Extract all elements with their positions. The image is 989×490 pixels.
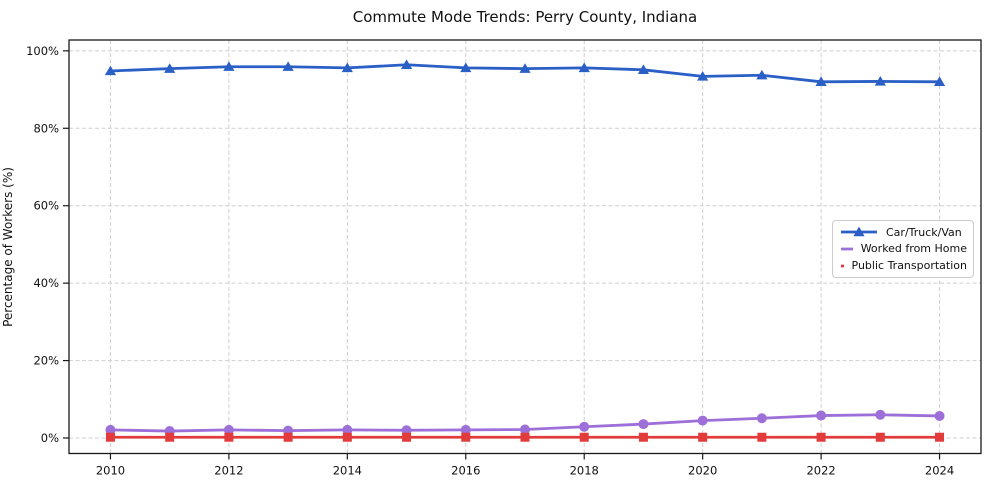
square-marker (816, 432, 826, 442)
circle-marker (638, 419, 649, 430)
chart-title: Commute Mode Trends: Perry County, India… (352, 8, 698, 26)
x-tick-label: 2012 (214, 464, 243, 478)
legend-label: Car/Truck/Van (886, 225, 962, 239)
y-tick-label: 60% (33, 199, 59, 213)
square-marker (461, 432, 471, 442)
triangle-marker (874, 76, 886, 86)
triangle-marker (756, 69, 768, 80)
circle-marker (934, 410, 945, 421)
square-marker (105, 432, 115, 442)
circle-marker (342, 424, 353, 435)
circle-marker (223, 424, 234, 435)
triangle-marker (815, 76, 827, 87)
circle-marker (579, 421, 590, 432)
triangle-marker (282, 61, 294, 71)
y-tick-label: 20% (33, 354, 59, 368)
x-tick-label: 2016 (451, 464, 480, 478)
square-marker (579, 432, 589, 442)
y-tick-label: 40% (33, 276, 59, 290)
triangle-marker (164, 63, 176, 73)
circle-marker (460, 424, 471, 435)
circle-marker (756, 413, 767, 424)
legend-swatch (841, 247, 853, 251)
plot-frame (68, 39, 982, 455)
triangle-marker (519, 63, 531, 73)
square-marker (402, 432, 412, 442)
x-tick-label: 2022 (806, 464, 835, 478)
triangle-marker (341, 62, 353, 73)
legend-swatch (841, 226, 877, 237)
circle-marker (816, 410, 827, 421)
legend-entry: Car/Truck/Van (840, 225, 967, 240)
y-tick-label: 100% (26, 44, 59, 58)
circle-marker (520, 424, 530, 435)
x-tick-label: 2010 (96, 464, 125, 478)
circle-marker (105, 424, 116, 435)
x-tick-label: 2020 (688, 464, 717, 478)
square-marker (638, 432, 648, 442)
x-tick-label: 2014 (333, 464, 362, 478)
triangle-marker (223, 61, 235, 71)
triangle-marker (400, 59, 413, 69)
legend-label: Public Transportation (851, 259, 967, 273)
y-tick-label: 0% (41, 431, 59, 445)
triangle-marker (104, 65, 117, 76)
square-marker (165, 432, 175, 442)
triangle-marker (578, 62, 590, 73)
square-marker (342, 432, 352, 442)
triangle-marker (853, 226, 865, 237)
legend-entry: Public Transportation (840, 258, 967, 273)
triangle-marker (933, 76, 946, 87)
square-marker (935, 432, 945, 442)
y-tick-label: 80% (33, 121, 59, 135)
square-marker (757, 432, 767, 442)
square-marker (875, 432, 885, 442)
x-tick-label: 2018 (570, 464, 599, 478)
triangle-marker (460, 62, 472, 73)
square-marker (283, 432, 293, 442)
legend: Car/Truck/Van Worked from Home Public Tran… (832, 220, 974, 278)
square-marker (224, 432, 234, 442)
circle-marker (697, 415, 708, 426)
legend-entry: Worked from Home (840, 241, 967, 256)
legend-label: Worked from Home (860, 242, 967, 256)
square-marker (520, 432, 530, 442)
triangle-marker (637, 64, 650, 75)
circle-marker (875, 409, 886, 420)
legend-swatch (841, 264, 844, 268)
square-marker (698, 432, 708, 442)
triangle-marker (697, 70, 709, 81)
x-tick-label: 2024 (925, 464, 954, 478)
